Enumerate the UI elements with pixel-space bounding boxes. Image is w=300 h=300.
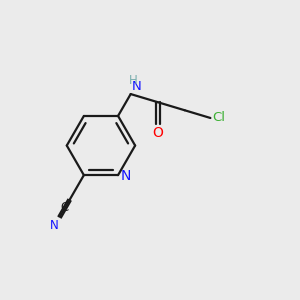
Text: Cl: Cl bbox=[212, 111, 225, 124]
Text: H: H bbox=[129, 74, 138, 87]
Text: O: O bbox=[152, 126, 163, 140]
Text: C: C bbox=[61, 201, 69, 214]
Text: N: N bbox=[132, 80, 141, 94]
Text: N: N bbox=[121, 169, 131, 183]
Text: N: N bbox=[50, 219, 58, 232]
